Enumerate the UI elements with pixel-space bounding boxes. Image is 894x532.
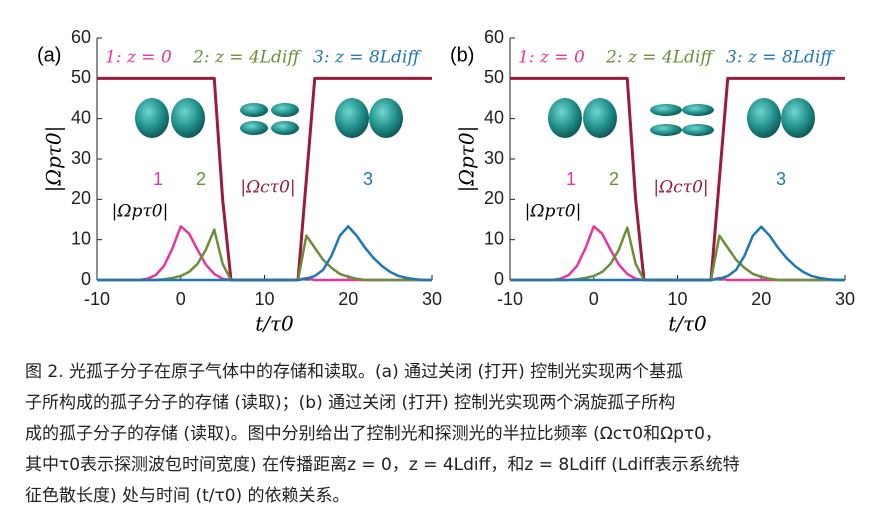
sphere-icon [650,104,682,116]
sphere-icon [135,98,169,138]
y-tick-label: 20 [71,188,91,208]
sphere-icon [583,98,617,138]
y-tick-label: 0 [81,269,91,289]
legend-entry: 3: z = 8Ldiff [726,48,835,68]
sphere-icon [747,98,781,138]
legend-entry: 1: z = 0 [105,48,172,68]
sphere-icon [369,98,403,138]
panel-label: (a) [37,44,61,66]
x-tick-label: 0 [589,289,599,309]
y-tick-label: 30 [71,148,91,168]
x-tick-label: 20 [751,289,771,309]
series-line [510,226,845,282]
sphere-icon [240,103,268,117]
annotation: |Ωpτ0| [525,202,582,222]
curve-label: 2 [196,169,206,189]
x-tick-label: -10 [497,289,523,309]
x-axis-label: t/τ0 [668,312,707,336]
y-tick-label: 20 [484,188,504,208]
series-line [97,228,432,282]
series-line [510,225,845,282]
series-name: |Ωcτ0| [240,178,295,198]
y-axis-label: |Ωpτ0| [455,126,480,193]
y-tick-label: 50 [71,67,91,87]
curve-label: 2 [609,169,619,189]
x-tick-label: 10 [254,289,274,309]
sphere-icon [650,124,682,136]
x-axis-label: t/τ0 [255,312,294,336]
curve-label: 3 [363,169,373,189]
y-tick-label: 40 [484,107,504,127]
curve-label: 1 [153,169,163,189]
y-tick-label: 30 [484,148,504,168]
y-tick-label: 60 [71,27,91,47]
sphere-icon [271,121,299,135]
y-tick-label: 10 [484,228,504,248]
x-tick-label: 10 [667,289,687,309]
caption-line: 图 2. 光孤子分子在原子气体中的存储和读取。(a) 通过关闭 (打开) 控制光… [25,362,683,382]
y-tick-label: 40 [71,107,91,127]
series-line [97,225,432,282]
series-line [97,225,432,282]
sphere-icon [240,121,268,135]
x-tick-label: -10 [84,289,110,309]
curve-label: 1 [566,169,576,189]
series-line [510,225,845,282]
sphere-icon [171,98,205,138]
sphere-icon [682,104,714,116]
panel-label: (b) [450,44,474,66]
legend-entry: 2: z = 4Ldiff [605,48,715,68]
sphere-icon [548,98,582,138]
caption-line: 征色散长度) 处与时间 (t/τ0) 的依赖关系。 [25,486,350,506]
x-tick-label: 30 [422,289,442,309]
legend-entry: 2: z = 4Ldiff [192,48,302,68]
sphere-icon [271,103,299,117]
curve-label: 3 [776,169,786,189]
series-name: |Ωcτ0| [653,178,708,198]
sphere-icons [135,98,815,138]
sphere-icon [335,98,369,138]
caption-line: 其中τ0表示探测波包时间宽度) 在传播距离z = 0，z = 4Ldiff，和z… [25,455,740,475]
x-tick-label: 0 [176,289,186,309]
y-axis-label: |Ωpτ0| [42,126,67,193]
x-tick-label: 30 [835,289,855,309]
y-tick-label: 60 [484,27,504,47]
sphere-icon [781,98,815,138]
sphere-icon [682,124,714,136]
caption-line: 子所构成的孤子分子的存储 (读取)；(b) 通过关闭 (打开) 控制光实现两个涡… [25,393,675,413]
y-tick-label: 0 [494,269,504,289]
legend-entry: 1: z = 0 [518,48,585,68]
annotation: |Ωpτ0| [112,202,169,222]
y-tick-label: 10 [71,228,91,248]
caption-line: 成的孤子分子的存储 (读取)。图中分别给出了控制光和探测光的半拉比频率 (Ωcτ… [25,424,722,444]
legend-entry: 3: z = 8Ldiff [313,48,422,68]
x-tick-label: 20 [338,289,358,309]
y-tick-label: 50 [484,67,504,87]
caption: 图 2. 光孤子分子在原子气体中的存储和读取。(a) 通过关闭 (打开) 控制光… [25,362,740,506]
